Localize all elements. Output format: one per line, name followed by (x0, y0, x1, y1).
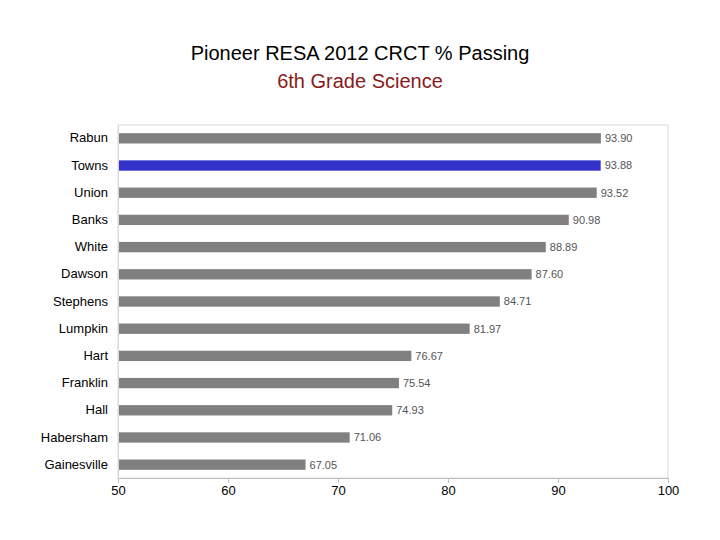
y-tick-label: Hart (83, 348, 108, 363)
y-tick-label: White (75, 239, 108, 254)
data-label: 71.06 (354, 431, 382, 443)
data-label: 90.98 (573, 214, 601, 226)
y-tick: Hart (83, 348, 118, 363)
x-tick-label: 70 (331, 483, 345, 498)
y-tick: Lumpkin (59, 321, 118, 336)
x-tick-label: 50 (111, 483, 125, 498)
y-tick: Rabun (70, 130, 118, 145)
y-tick: Banks (72, 212, 118, 227)
y-tick: Stephens (53, 294, 118, 309)
y-tick-label: Hall (86, 402, 109, 417)
y-axis-line (118, 126, 119, 479)
data-label: 76.67 (415, 350, 443, 362)
bar (118, 160, 601, 170)
data-label: 93.90 (605, 132, 633, 144)
y-tick-label: Franklin (62, 375, 108, 390)
y-tick: Gainesville (44, 457, 118, 472)
x-tick: 60 (221, 478, 235, 498)
bar (118, 460, 306, 470)
y-tick-label: Habersham (41, 430, 108, 445)
y-tick-label: Rabun (70, 130, 108, 145)
y-tick-label: Union (74, 185, 108, 200)
data-labels: 93.90 93.88 93.52 90.98 88.89 87.60 84.71 81.97… (310, 132, 633, 470)
y-tick: Franklin (62, 375, 118, 390)
bar (118, 133, 601, 143)
y-tick: Towns (71, 158, 118, 173)
bar (118, 378, 399, 388)
data-label: 93.88 (605, 159, 633, 171)
y-tick-label: Gainesville (44, 457, 108, 472)
y-axis: Rabun Towns Union Banks White Dawson Stephens L… (41, 126, 119, 479)
data-label: 75.54 (403, 377, 431, 389)
x-tick: 100 (658, 478, 680, 498)
bar (118, 242, 546, 252)
x-tick: 50 (111, 478, 125, 498)
x-tick: 70 (331, 478, 345, 498)
plot: 93.90 93.88 93.52 90.98 88.89 87.60 84.71 81.97… (41, 125, 680, 498)
chart: Pioneer RESA 2012 CRCT % Passing 6th Grad… (0, 0, 720, 540)
data-label: 88.89 (550, 241, 578, 253)
title: Pioneer RESA 2012 CRCT % Passing (191, 42, 530, 64)
x-tick: 80 (441, 478, 455, 498)
bar (118, 432, 350, 442)
subtitle: 6th Grade Science (277, 70, 443, 92)
y-tick-label: Lumpkin (59, 321, 108, 336)
plot-frame (118, 125, 668, 478)
bar (118, 188, 597, 198)
x-tick: 90 (551, 478, 565, 498)
y-tick-label: Towns (71, 158, 108, 173)
data-label: 87.60 (536, 268, 564, 280)
x-tick-label: 100 (658, 483, 680, 498)
y-tick: Dawson (61, 266, 118, 281)
bar (118, 296, 500, 306)
y-tick: Union (74, 185, 118, 200)
data-label: 93.52 (601, 187, 629, 199)
data-label: 84.71 (504, 295, 532, 307)
x-tick-label: 90 (551, 483, 565, 498)
bar (118, 405, 392, 415)
bar (118, 269, 532, 279)
bar (118, 215, 569, 225)
data-label: 81.97 (474, 323, 502, 335)
y-tick: Hall (86, 402, 118, 417)
data-label: 67.05 (310, 459, 338, 471)
x-axis: 50 60 70 80 90 100 (111, 478, 679, 498)
y-tick: Habersham (41, 430, 118, 445)
bars (118, 133, 601, 470)
y-tick-label: Banks (72, 212, 109, 227)
data-label: 74.93 (396, 404, 424, 416)
bar (118, 351, 411, 361)
bar (118, 324, 470, 334)
y-tick: White (75, 239, 118, 254)
x-tick-label: 80 (441, 483, 455, 498)
y-tick-label: Dawson (61, 266, 108, 281)
y-tick-label: Stephens (53, 294, 108, 309)
x-tick-label: 60 (221, 483, 235, 498)
x-axis-line (119, 479, 669, 484)
